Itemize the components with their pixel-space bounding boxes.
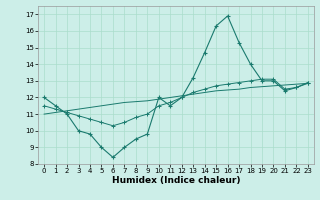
X-axis label: Humidex (Indice chaleur): Humidex (Indice chaleur) bbox=[112, 176, 240, 185]
